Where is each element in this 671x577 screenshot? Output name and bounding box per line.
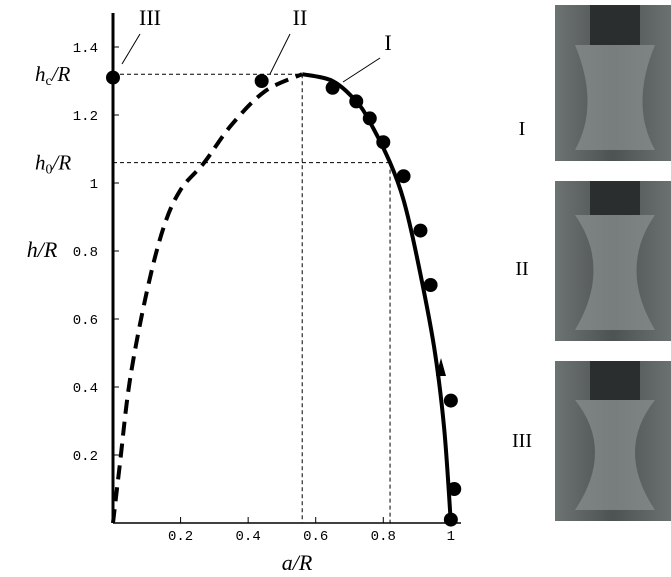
- data-point: [325, 80, 340, 95]
- y-tick-label: 1: [90, 177, 98, 193]
- data-point: [254, 74, 269, 88]
- reference-label: h0/R: [35, 151, 71, 178]
- leader-line: [121, 33, 141, 65]
- photo-rod: [590, 5, 640, 45]
- x-tick-label: 0.2: [168, 529, 193, 545]
- reference-label: hc/R: [35, 62, 71, 89]
- reference-label-base: h: [35, 62, 46, 86]
- data-point: [349, 94, 364, 109]
- x-tick-label: 0.4: [236, 529, 261, 545]
- x-tick-label: 0.6: [303, 529, 328, 545]
- photos: [555, 5, 671, 521]
- data-point: [443, 393, 458, 408]
- y-axis-label: h/R: [27, 237, 58, 262]
- data-point: [413, 223, 428, 238]
- data-point: [106, 70, 120, 85]
- y-tick-label: 0.2: [73, 449, 98, 465]
- data-point: [362, 111, 377, 126]
- annotation: II: [293, 5, 308, 30]
- y-tick-label: 0.6: [73, 313, 98, 329]
- annotation: I: [384, 30, 391, 55]
- photo-film: [575, 400, 655, 510]
- data-point: [376, 135, 391, 150]
- reference-label-base: h: [35, 151, 46, 175]
- data-point: [443, 512, 458, 527]
- y-tick-label: 0.8: [73, 245, 98, 261]
- curve: [301, 72, 453, 524]
- x-tick-label: 1: [447, 529, 455, 545]
- curve: [111, 72, 304, 524]
- reference-label-sub: c: [46, 74, 52, 89]
- y-tick-label: 1.2: [73, 109, 98, 125]
- x-axis-label: a/R: [282, 550, 313, 575]
- y-tick-label: 1.4: [73, 41, 98, 57]
- data-point: [447, 482, 462, 496]
- photo-film: [575, 45, 655, 150]
- reference-label-rest: /R: [51, 62, 71, 86]
- reference-label-rest: /R: [52, 151, 72, 175]
- reference-label-sub: 0: [46, 163, 53, 178]
- photo-label: III: [512, 430, 532, 452]
- y-tick-label: 0.4: [73, 381, 98, 397]
- photo-rod: [590, 181, 640, 215]
- annotation: III: [139, 5, 161, 30]
- photo-rod: [590, 361, 640, 400]
- photo-label: I: [519, 118, 526, 140]
- x-tick-label: 0.8: [371, 529, 396, 545]
- data-point: [396, 169, 411, 184]
- photo-label: II: [515, 258, 528, 280]
- leader-line: [342, 57, 381, 83]
- photo-film: [575, 215, 655, 330]
- data-point: [423, 278, 438, 292]
- leader-line: [269, 33, 291, 75]
- direction-arrow: [436, 358, 446, 376]
